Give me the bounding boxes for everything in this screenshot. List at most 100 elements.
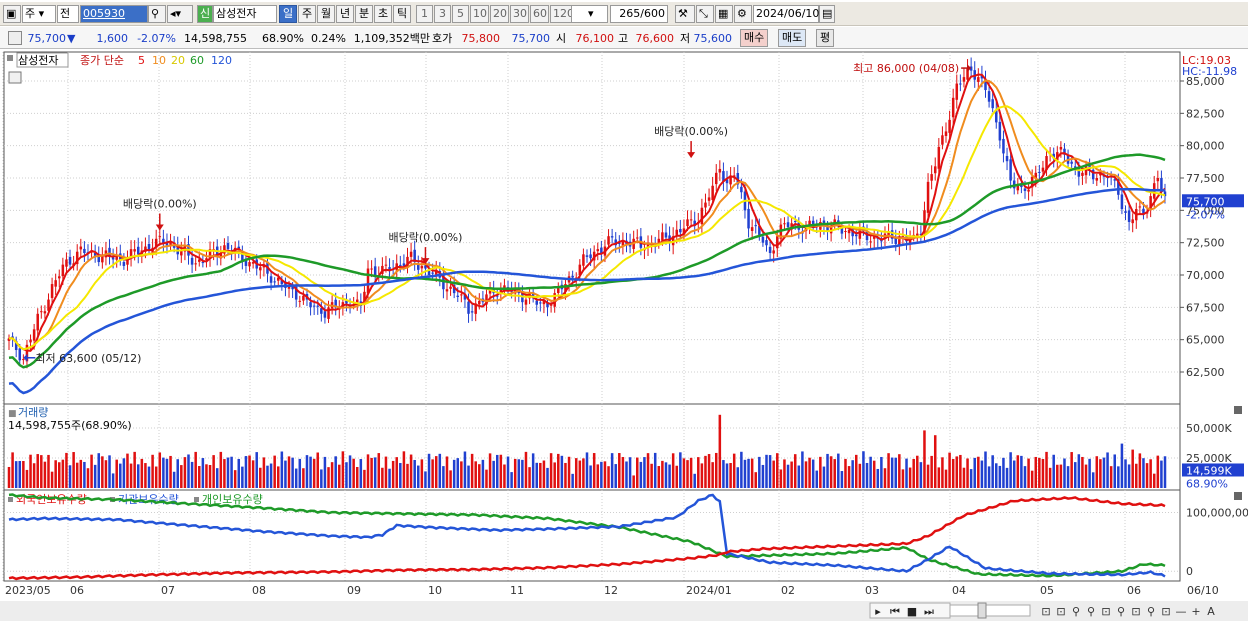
candle: [607, 236, 610, 245]
high-price: 76,600: [635, 32, 675, 45]
y-tick-label: 82,500: [1186, 107, 1225, 120]
interval-20[interactable]: 20: [490, 5, 509, 23]
annotation-label: 최저 63,600 (05/12): [35, 352, 141, 365]
volume-bar: [154, 466, 158, 488]
interval-1[interactable]: 1: [416, 5, 433, 23]
candle: [241, 251, 244, 261]
candle: [1113, 179, 1116, 181]
volume-bar: [725, 463, 729, 488]
period-3[interactable]: 년: [336, 5, 354, 23]
ma10-line: [9, 79, 1166, 351]
volume-bar: [546, 467, 549, 488]
interval-5[interactable]: 5: [452, 5, 469, 23]
volume-bar: [542, 460, 546, 488]
interval-10[interactable]: 10: [470, 5, 489, 23]
x-tick-label: 04: [952, 584, 966, 597]
volume-bar: [172, 471, 176, 488]
period-0[interactable]: 일: [279, 5, 297, 23]
volume-bar: [1041, 459, 1045, 488]
volume-bar: [732, 453, 736, 488]
volume-bar: [571, 473, 574, 488]
hc-label: HC:-11.98: [1182, 65, 1237, 78]
volume-bar: [1088, 458, 1091, 488]
interval-120[interactable]: 120: [550, 5, 574, 23]
period-6[interactable]: 틱: [393, 5, 411, 23]
candle: [201, 262, 205, 264]
volume-bar: [610, 453, 614, 488]
calendar-icon[interactable]: ▤: [819, 5, 835, 23]
volume-bar: [643, 457, 646, 488]
interval-3[interactable]: 3: [434, 5, 451, 23]
scroll-button-icon: ⏮: [890, 605, 900, 618]
volume-bar: [259, 467, 262, 488]
speaker-icon[interactable]: ◂▾: [167, 5, 193, 23]
volume-bar: [47, 454, 50, 488]
period-5[interactable]: 초: [374, 5, 392, 23]
interval-60[interactable]: 60: [530, 5, 549, 23]
candle: [18, 348, 22, 361]
save-icon[interactable]: ▦: [715, 5, 733, 23]
candle: [180, 250, 183, 256]
candle: [298, 300, 302, 302]
volume-bar: [750, 458, 754, 488]
volume-bar: [916, 455, 919, 488]
candle: [671, 236, 675, 246]
stock-code-input[interactable]: 005930: [80, 5, 148, 23]
candle: [47, 299, 50, 311]
volume-title: 거래량: [18, 406, 48, 419]
period-2[interactable]: 월: [317, 5, 335, 23]
candle: [661, 232, 664, 241]
gear-icon[interactable]: ⚙: [734, 5, 752, 23]
market-select[interactable]: 주 ▾: [22, 5, 56, 23]
candle: [840, 227, 844, 234]
x-tick-label: 11: [510, 584, 524, 597]
candle: [664, 232, 668, 238]
candle: [1052, 153, 1055, 159]
change-pct: -2.07%: [137, 32, 176, 45]
volume-bar: [54, 460, 57, 488]
sell-button[interactable]: 매도: [778, 29, 807, 47]
all-toggle[interactable]: 전: [57, 5, 79, 23]
volume-bar: [86, 468, 90, 488]
window-icon[interactable]: ▣: [3, 5, 21, 23]
period-4[interactable]: 분: [355, 5, 373, 23]
volume-bar: [776, 453, 779, 488]
candle: [811, 220, 815, 226]
legend-item: 5: [138, 54, 145, 67]
indicator-icon[interactable]: ⚒: [675, 5, 695, 23]
volume-bar: [984, 451, 987, 488]
date-input[interactable]: 2024/06/10: [753, 5, 819, 23]
candle: [1138, 206, 1142, 208]
annotation-arrowhead: [155, 224, 164, 231]
volume-bar: [470, 453, 474, 488]
volume-bar: [793, 454, 797, 488]
candle: [334, 299, 337, 308]
candle: [1156, 178, 1160, 182]
volume-bar: [492, 460, 495, 488]
zoom-icon[interactable]: ⤡: [696, 5, 714, 23]
buy-button[interactable]: 매수: [740, 29, 769, 47]
volume-bar: [833, 459, 836, 488]
volume-bar: [890, 457, 894, 488]
y-tick-label: 70,000: [1186, 269, 1225, 282]
volume-bar: [1027, 458, 1030, 488]
candle: [901, 236, 905, 238]
volume-bar: [941, 457, 944, 488]
volume-bar: [693, 473, 696, 488]
candle: [987, 91, 991, 102]
candle: [610, 236, 614, 238]
count-display: 265/600: [610, 5, 668, 23]
candle: [413, 249, 416, 263]
period-1[interactable]: 주: [298, 5, 316, 23]
eval-button[interactable]: 평: [816, 29, 835, 47]
volume-bar: [359, 459, 363, 488]
interval-select[interactable]: ▾: [571, 5, 608, 23]
expand-icon[interactable]: [8, 31, 22, 45]
volume-bar: [237, 458, 241, 488]
search-icon[interactable]: ⚲: [148, 5, 166, 23]
volume-bar: [75, 462, 79, 488]
volume-bar: [905, 458, 908, 488]
candle: [205, 258, 208, 261]
interval-30[interactable]: 30: [510, 5, 529, 23]
candle: [1041, 167, 1045, 172]
